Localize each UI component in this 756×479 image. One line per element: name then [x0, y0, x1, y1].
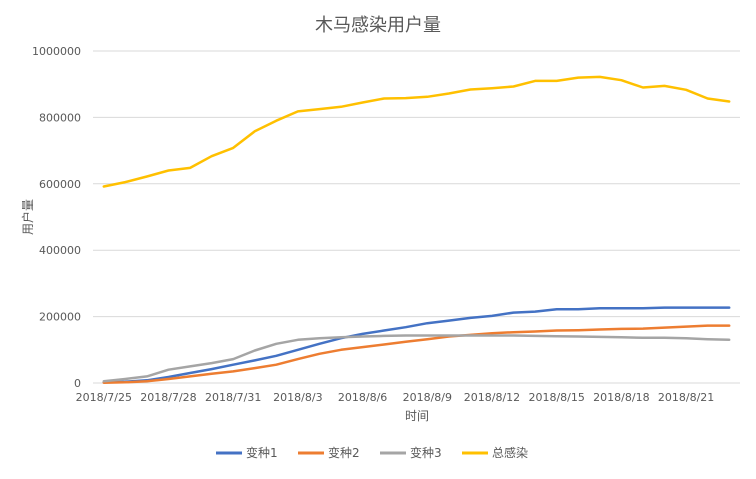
- x-tick-label: 2018/8/9: [403, 391, 452, 404]
- series-lines: [102, 75, 731, 384]
- x-tick-label: 2018/7/31: [205, 391, 261, 404]
- y-axis-label: 用户量: [20, 199, 35, 235]
- x-tick-label: 2018/8/12: [464, 391, 520, 404]
- x-axis-label: 时间: [405, 409, 429, 423]
- x-tick-label: 2018/7/25: [76, 391, 132, 404]
- x-tick-label: 2018/8/6: [338, 391, 387, 404]
- y-tick-label: 400000: [39, 244, 81, 257]
- y-tick-label: 200000: [39, 311, 81, 324]
- legend-label: 总感染: [492, 445, 528, 460]
- y-axis-ticks: 0 200000 400000 600000 800000 1000000: [32, 45, 81, 390]
- series-line-1: [102, 306, 731, 384]
- chart-title: 木马感染用户量: [315, 15, 441, 36]
- legend-label: 变种2: [328, 445, 360, 460]
- x-axis-ticks: 2018/7/25 2018/7/28 2018/7/31 2018/8/3 2018/…: [76, 391, 715, 404]
- x-tick-label: 2018/8/18: [593, 391, 649, 404]
- series-line-2: [102, 324, 731, 384]
- y-tick-label: 1000000: [32, 45, 81, 58]
- legend-label: 变种3: [410, 445, 442, 460]
- legend-label: 变种1: [246, 445, 278, 460]
- y-tick-label: 800000: [39, 111, 81, 124]
- x-tick-label: 2018/8/15: [528, 391, 584, 404]
- y-tick-label: 0: [74, 377, 81, 390]
- gridlines: [93, 50, 740, 318]
- series-line-4: [102, 75, 731, 188]
- legend: 变种1 变种2 变种3 总感染: [216, 445, 528, 460]
- x-tick-label: 2018/8/21: [658, 391, 714, 404]
- series-line-3: [102, 334, 731, 383]
- x-tick-label: 2018/8/3: [273, 391, 322, 404]
- x-tick-label: 2018/7/28: [140, 391, 196, 404]
- y-tick-label: 600000: [39, 178, 81, 191]
